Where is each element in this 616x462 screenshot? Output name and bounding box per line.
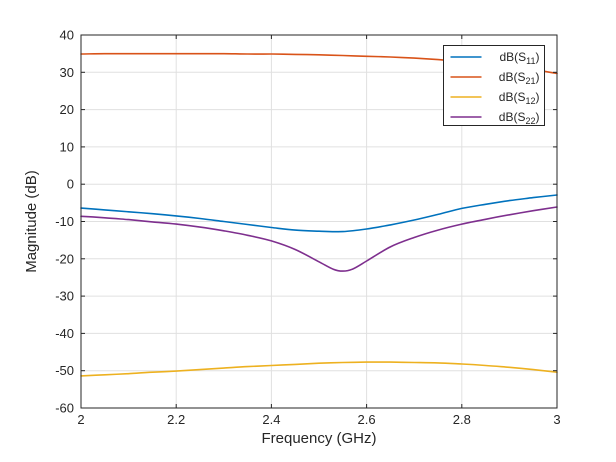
legend-label-s21: dB(S21) bbox=[499, 70, 540, 86]
y-tick-label: 10 bbox=[60, 139, 74, 154]
y-axis-label: Magnitude (dB) bbox=[23, 170, 40, 273]
x-tick-label: 3 bbox=[553, 412, 560, 427]
y-tick-label: -60 bbox=[55, 401, 74, 416]
tick-labels: 2 2.2 2.4 2.6 2.8 3 40 30 20 10 0 -10 -20 -30 -40 -50 -6… bbox=[55, 28, 560, 428]
curve-s12 bbox=[80, 361, 558, 377]
tick-marks bbox=[80, 34, 558, 409]
y-tick-label: -30 bbox=[55, 289, 74, 304]
y-tick-label: -20 bbox=[55, 251, 74, 266]
grid bbox=[80, 34, 558, 409]
y-tick-label: 30 bbox=[60, 65, 74, 80]
y-tick-label: 40 bbox=[60, 28, 74, 43]
legend-label-s12: dB(S12) bbox=[499, 90, 540, 106]
x-axis-label: Frequency (GHz) bbox=[261, 430, 376, 447]
y-tick-label: -40 bbox=[55, 326, 74, 341]
y-tick-label: -50 bbox=[55, 363, 74, 378]
y-tick-label: 20 bbox=[60, 102, 74, 117]
x-tick-label: 2.4 bbox=[262, 412, 280, 427]
curve-s22 bbox=[80, 206, 558, 272]
x-tick-label: 2.6 bbox=[358, 412, 376, 427]
curve-s11 bbox=[80, 194, 558, 233]
x-tick-label: 2.2 bbox=[167, 412, 185, 427]
x-tick-label: 2 bbox=[77, 412, 84, 427]
y-tick-label: 0 bbox=[67, 177, 74, 192]
legend-label-s11: dB(S11) bbox=[499, 50, 539, 66]
y-tick-label: -10 bbox=[55, 214, 74, 229]
legend-box bbox=[443, 45, 545, 126]
legend: dB(S11) dB(S21) dB(S12) dB(S22) bbox=[443, 45, 545, 126]
legend-label-s22: dB(S22) bbox=[499, 110, 540, 126]
x-tick-label: 2.8 bbox=[453, 412, 471, 427]
